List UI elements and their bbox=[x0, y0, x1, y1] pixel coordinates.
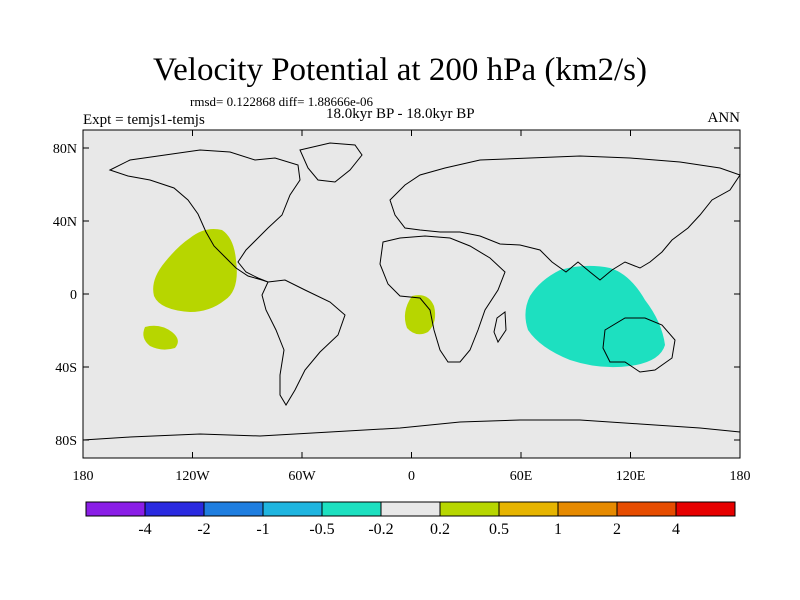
colorbar-swatch bbox=[557, 501, 618, 517]
coastline-australia bbox=[602, 317, 676, 373]
colorbar-label: -0.2 bbox=[368, 521, 393, 538]
colorbar-label: -0.5 bbox=[309, 521, 334, 538]
colorbar-swatch bbox=[203, 501, 264, 517]
season-label: ANN bbox=[707, 110, 741, 126]
lat-tick-label: 40N bbox=[53, 215, 77, 230]
coastlines bbox=[82, 142, 741, 441]
colorbar-label: 1 bbox=[554, 521, 562, 538]
colorbar-swatch bbox=[85, 501, 146, 517]
colorbar-swatch bbox=[380, 501, 441, 517]
colorbar-swatch bbox=[262, 501, 323, 517]
latitude-labels: 80N 40N 0 40S 80S bbox=[53, 142, 77, 449]
negative-anomaly-indian-ocean bbox=[525, 265, 665, 368]
lat-tick-label: 0 bbox=[70, 288, 77, 303]
lon-tick-label: 0 bbox=[408, 469, 415, 484]
experiment-label: Expt = temjs1-temjs bbox=[83, 112, 205, 128]
colorbar-label: -4 bbox=[138, 521, 151, 538]
chart-title: Velocity Potential at 200 hPa (km2/s) bbox=[152, 52, 648, 88]
colorbar-label: 2 bbox=[613, 521, 621, 538]
axis-ticks bbox=[82, 130, 741, 458]
coastline-eurasia bbox=[389, 155, 741, 281]
lon-tick-label: 180 bbox=[730, 469, 751, 484]
lon-tick-label: 180 bbox=[73, 469, 94, 484]
colorbar-label: -1 bbox=[256, 521, 269, 538]
lon-tick-label: 120W bbox=[175, 469, 210, 484]
colorbar: -4 -2 -1 -0.5 -0.2 0.2 0.5 1 2 4 bbox=[85, 501, 736, 538]
positive-anomaly-east-pacific bbox=[153, 229, 237, 312]
positive-anomaly-atlantic bbox=[404, 295, 436, 335]
colorbar-swatch bbox=[498, 501, 559, 517]
coastline-africa bbox=[379, 235, 506, 363]
colorbar-label: -2 bbox=[197, 521, 210, 538]
colorbar-swatch bbox=[675, 501, 736, 517]
colorbar-swatch bbox=[321, 501, 382, 517]
lon-tick-label: 120E bbox=[616, 469, 646, 484]
positive-anomaly-south-pacific bbox=[143, 325, 178, 350]
coastline-madagascar bbox=[493, 311, 507, 344]
longitude-labels: 180 120W 60W 0 60E 120E 180 bbox=[73, 469, 751, 484]
lon-tick-label: 60W bbox=[288, 469, 316, 484]
coastline-antarctica bbox=[82, 419, 741, 441]
coastline-greenland bbox=[299, 142, 363, 183]
colorbar-label: 0.5 bbox=[489, 521, 509, 538]
colorbar-label: 4 bbox=[672, 521, 680, 538]
lat-tick-label: 40S bbox=[55, 361, 77, 376]
lat-tick-label: 80S bbox=[55, 434, 77, 449]
coastline-south-america bbox=[261, 279, 346, 406]
subtitle: 18.0kyr BP - 18.0kyr BP bbox=[326, 106, 475, 122]
colorbar-swatch bbox=[439, 501, 500, 517]
stats-label: rmsd= 0.122868 diff= 1.88666e-06 bbox=[190, 94, 374, 109]
colorbar-swatch bbox=[616, 501, 677, 517]
colorbar-label: 0.2 bbox=[430, 521, 450, 538]
colorbar-swatch bbox=[144, 501, 205, 517]
lat-tick-label: 80N bbox=[53, 142, 77, 157]
lon-tick-label: 60E bbox=[510, 469, 533, 484]
coastline-north-america bbox=[108, 149, 301, 283]
